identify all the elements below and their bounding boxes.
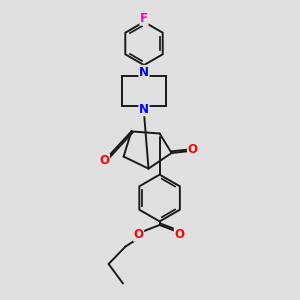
Text: O: O [174, 227, 184, 241]
Text: O: O [188, 143, 198, 156]
Text: O: O [99, 154, 110, 167]
Text: F: F [140, 12, 148, 25]
Text: N: N [139, 103, 149, 116]
Text: O: O [134, 228, 144, 241]
Text: N: N [139, 65, 149, 79]
